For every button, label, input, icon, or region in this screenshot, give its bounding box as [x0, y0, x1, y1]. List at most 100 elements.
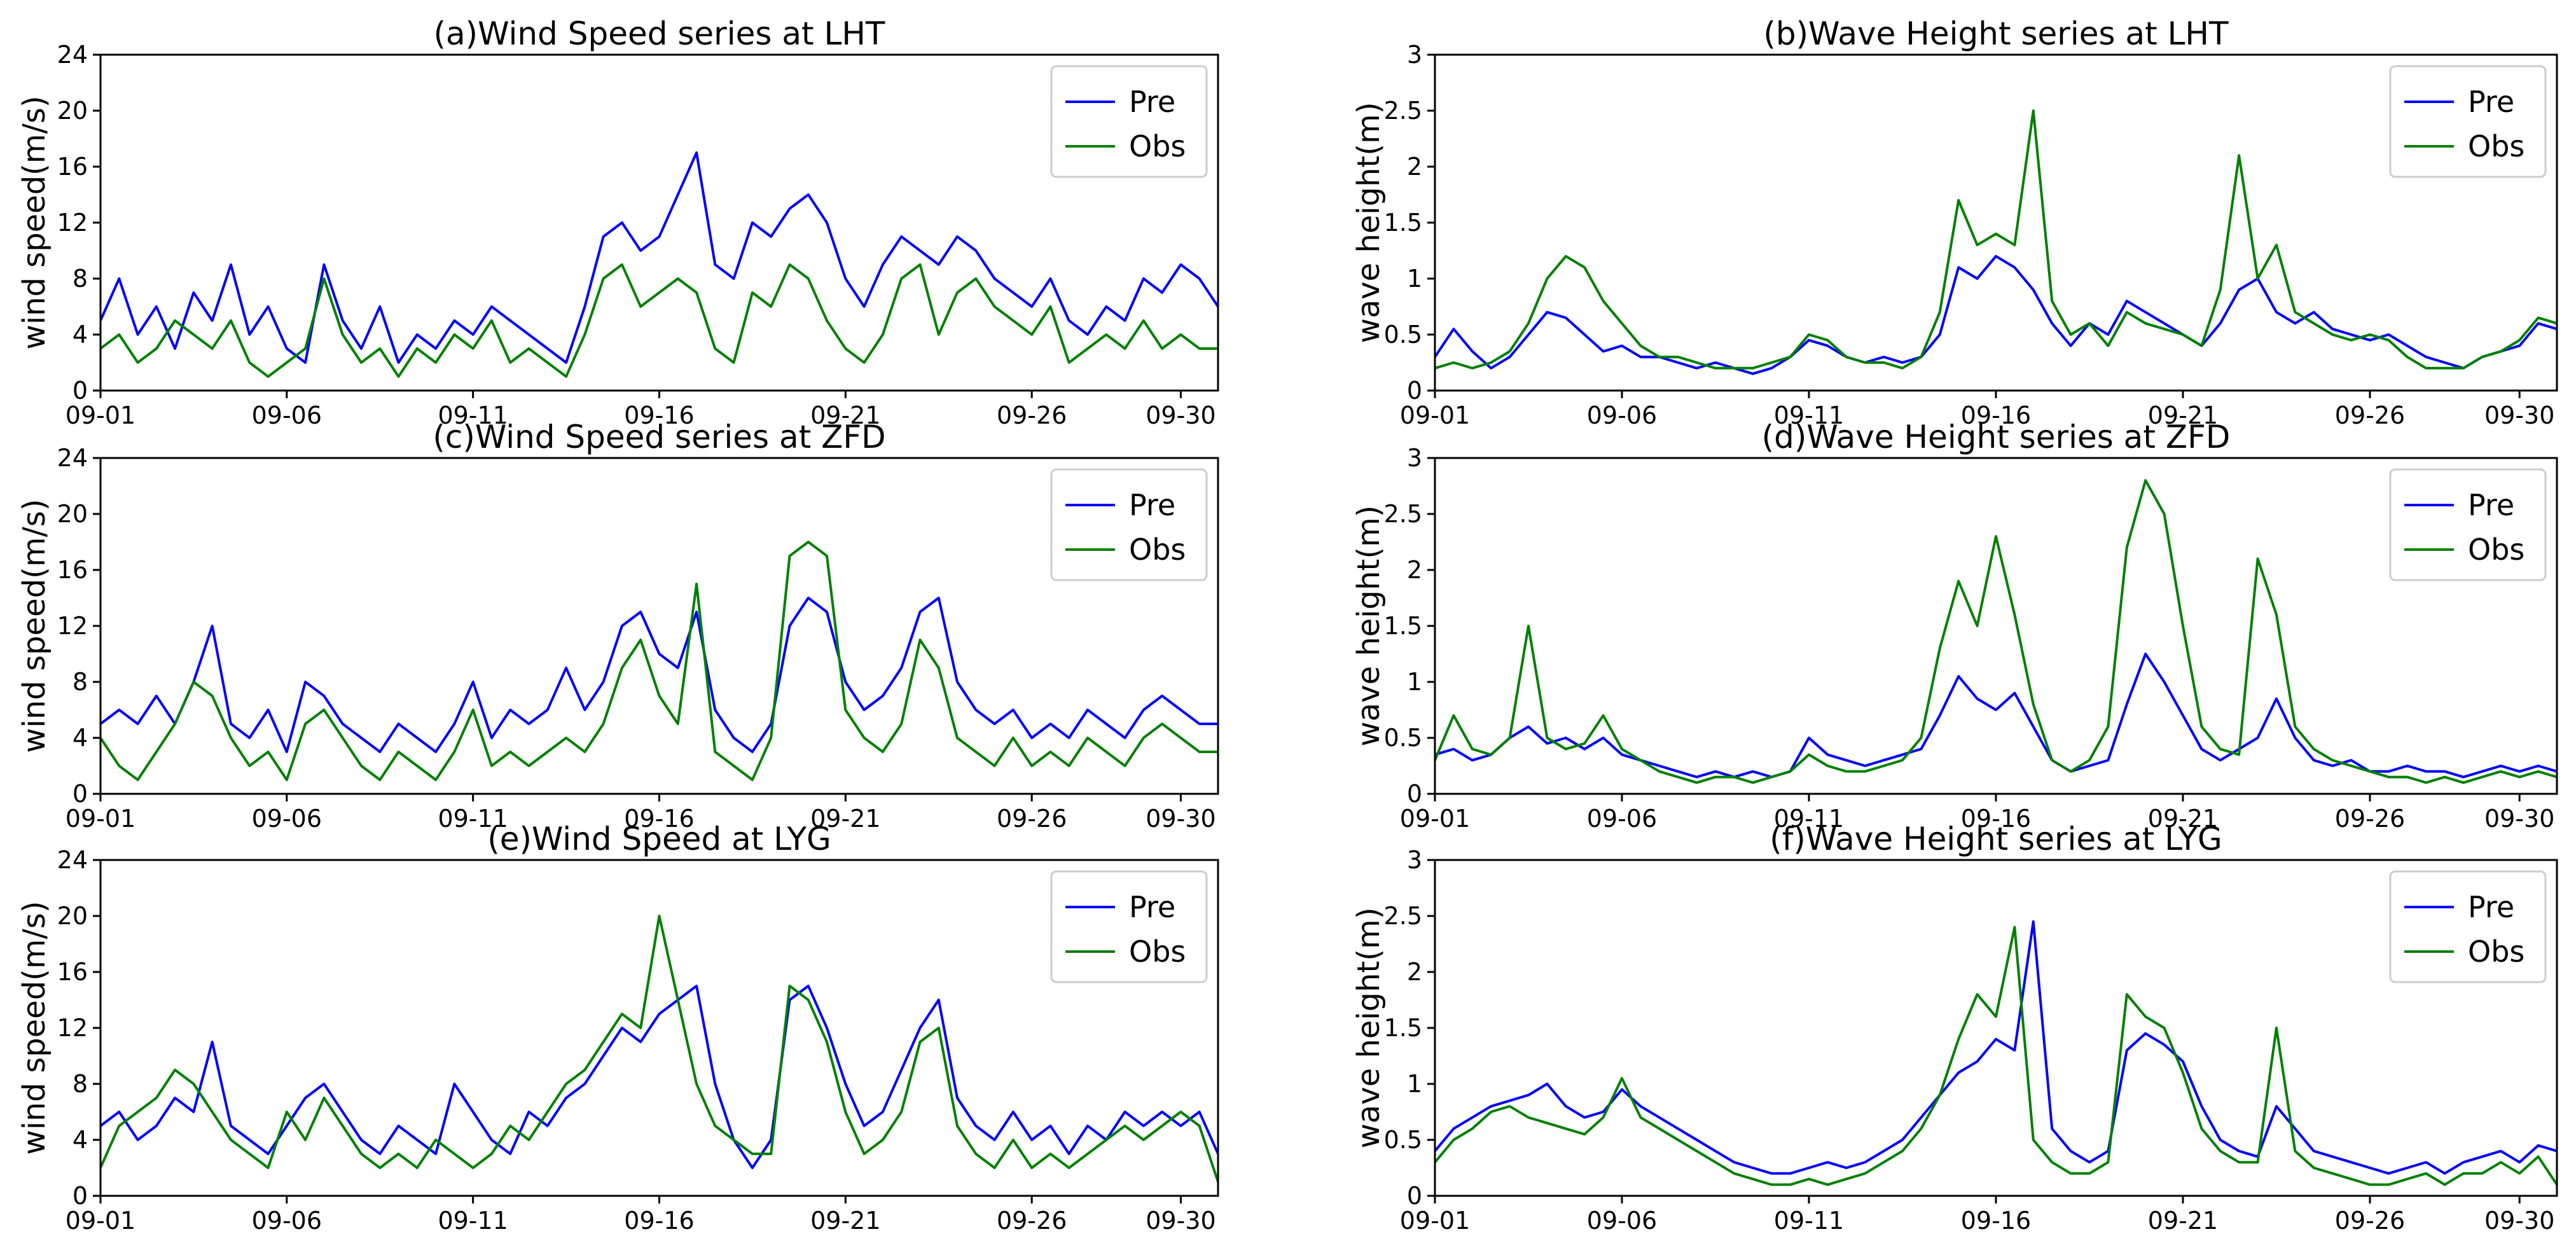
y-tick-label: 4 — [73, 321, 88, 349]
series-line-obs — [100, 541, 1218, 781]
x-tick-label: 09-16 — [624, 401, 694, 429]
series-line-pre — [100, 985, 1218, 1169]
y-tick-label: 0 — [1407, 780, 1422, 808]
y-tick-label: 0.5 — [1384, 724, 1422, 752]
y-tick-label: 0 — [73, 377, 88, 405]
y-tick-label: 24 — [57, 846, 88, 874]
x-tick-label: 09-11 — [438, 805, 508, 833]
legend-box — [2389, 65, 2547, 178]
x-tick-label: 09-11 — [1774, 401, 1844, 429]
chart-panel-f: (f)Wave Height series at LYG wave height(… — [1351, 821, 2558, 1235]
x-tick-label: 09-21 — [810, 401, 880, 429]
y-tick-label: 12 — [57, 209, 88, 237]
y-tick-label: 1 — [1407, 265, 1422, 293]
y-tick-label: 4 — [73, 724, 88, 752]
legend-box — [1050, 870, 1208, 983]
series-line-pre — [100, 151, 1218, 364]
y-tick-label: 4 — [73, 1126, 88, 1154]
x-tick-label: 09-26 — [997, 1207, 1067, 1235]
chart-panel-d: (d)Wave Height series at ZFD wave height(… — [1351, 419, 2558, 833]
legend-label-pre: Pre — [2468, 488, 2514, 522]
chart-title: (c)Wind Speed series at ZFD — [433, 419, 885, 455]
y-tick-label: 20 — [57, 97, 88, 125]
x-tick-label: 09-06 — [252, 805, 322, 833]
x-tick-label: 09-06 — [1587, 805, 1657, 833]
chart-title: (a)Wind Speed series at LHT — [434, 15, 885, 52]
chart-title: (e)Wind Speed at LYG — [487, 821, 831, 857]
y-tick-label: 12 — [57, 1014, 88, 1042]
y-tick-label: 0 — [73, 780, 88, 808]
x-tick-label: 09-26 — [2335, 1207, 2405, 1235]
x-tick-label: 09-16 — [1961, 1207, 2031, 1235]
x-tick-label: 09-01 — [66, 1207, 135, 1235]
legend-label-pre: Pre — [2468, 890, 2514, 924]
y-tick-label: 2.5 — [1384, 97, 1422, 125]
y-tick-label: 1.5 — [1384, 209, 1422, 237]
x-tick-label: 09-21 — [810, 1207, 880, 1235]
y-tick-label: 1 — [1407, 1070, 1422, 1098]
x-tick-label: 09-26 — [2335, 401, 2405, 429]
x-tick-label: 09-06 — [252, 1207, 322, 1235]
x-tick-label: 09-06 — [1587, 401, 1657, 429]
legend: Pre Obs — [2389, 870, 2547, 983]
x-tick-label: 09-21 — [2148, 401, 2218, 429]
plot-frame — [99, 457, 1219, 795]
y-tick-label: 20 — [57, 902, 88, 930]
legend-label-obs: Obs — [1129, 532, 1186, 567]
y-tick-label: 2 — [1407, 958, 1422, 986]
chart-panel-b: (b)Wave Height series at LHT wave height(… — [1351, 15, 2558, 429]
legend-box — [2389, 870, 2547, 983]
y-tick-label: 0.5 — [1384, 1126, 1422, 1154]
plot-frame — [1434, 859, 2558, 1197]
x-tick-label: 09-11 — [1774, 1207, 1844, 1235]
x-tick-label: 09-21 — [2148, 805, 2218, 833]
y-tick-label: 3 — [1407, 444, 1422, 472]
y-tick-label: 2.5 — [1384, 500, 1422, 528]
y-axis-label: wave height(m) — [1351, 907, 1387, 1148]
y-tick-label: 1.5 — [1384, 612, 1422, 640]
y-tick-label: 0 — [1407, 1182, 1422, 1210]
legend-box — [1050, 468, 1208, 581]
x-tick-label: 09-11 — [1774, 805, 1844, 833]
x-tick-label: 09-01 — [1400, 1207, 1470, 1235]
plot-frame — [1434, 53, 2558, 392]
legend-label-pre: Pre — [2468, 85, 2514, 119]
y-tick-label: 8 — [73, 668, 88, 696]
y-axis-label: wind speed(m/s) — [17, 499, 52, 752]
legend: Pre Obs — [1050, 870, 1208, 983]
series-line-pre — [100, 597, 1218, 753]
x-tick-label: 09-26 — [997, 805, 1067, 833]
y-tick-label: 24 — [57, 444, 88, 472]
x-tick-label: 09-30 — [2484, 401, 2554, 429]
y-tick-label: 2 — [1407, 556, 1422, 584]
y-tick-label: 3 — [1407, 41, 1422, 69]
y-tick-label: 1 — [1407, 668, 1422, 696]
series-line-pre — [1435, 920, 2557, 1175]
x-tick-label: 09-16 — [1961, 401, 2031, 429]
legend-label-pre: Pre — [1129, 890, 1175, 924]
x-tick-label: 09-26 — [997, 401, 1067, 429]
x-tick-label: 09-21 — [2148, 1207, 2218, 1235]
legend-label-pre: Pre — [1129, 488, 1175, 522]
legend: Pre Obs — [1050, 468, 1208, 581]
series-line-obs — [1435, 926, 2557, 1186]
y-axis-label: wind speed(m/s) — [17, 95, 52, 349]
x-tick-label: 09-26 — [2335, 805, 2405, 833]
legend-label-pre: Pre — [1129, 85, 1175, 119]
plot-frame — [99, 53, 1219, 392]
legend: Pre Obs — [2389, 468, 2547, 581]
y-tick-label: 16 — [57, 958, 88, 986]
series-line-obs — [100, 915, 1218, 1182]
y-axis-label: wave height(m) — [1351, 102, 1387, 343]
y-tick-label: 0 — [73, 1182, 88, 1210]
y-tick-label: 1.5 — [1384, 1014, 1422, 1042]
y-tick-label: 20 — [57, 500, 88, 528]
x-tick-label: 09-01 — [1400, 401, 1470, 429]
x-tick-label: 09-30 — [2484, 1207, 2554, 1235]
legend-label-obs: Obs — [1129, 934, 1186, 969]
legend-label-obs: Obs — [2468, 129, 2524, 163]
legend-label-obs: Obs — [2468, 934, 2524, 969]
legend-box — [1050, 65, 1208, 178]
x-tick-label: 09-30 — [1146, 805, 1215, 833]
